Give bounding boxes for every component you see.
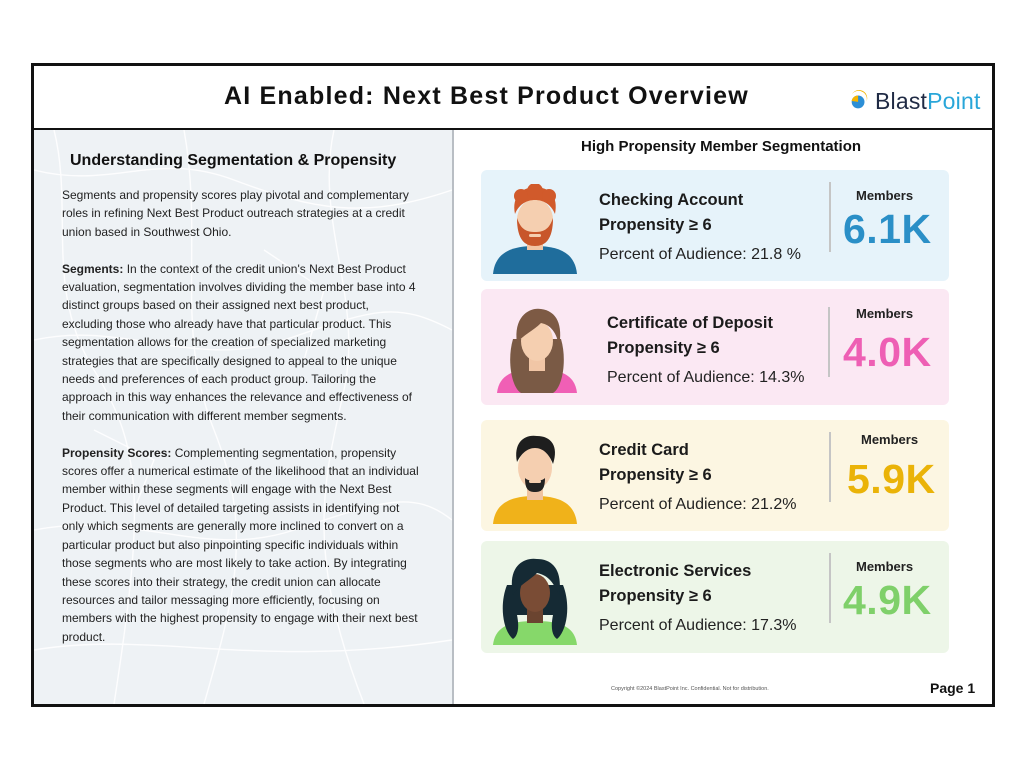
- members-label: Members: [856, 559, 914, 574]
- members-value: 4.9K: [843, 577, 932, 623]
- card-divider: [828, 307, 830, 377]
- report-frame: AI Enabled: Next Best Product Overview B…: [31, 63, 995, 707]
- explainer-heading: Understanding Segmentation & Propensity: [70, 152, 397, 169]
- map-background-pattern: [34, 130, 452, 704]
- card-divider: [829, 553, 831, 623]
- members-value: 4.0K: [843, 329, 932, 375]
- segment-percent: Percent of Audience: 17.3%: [599, 617, 797, 634]
- segment-propensity: Propensity ≥ 6: [599, 466, 712, 484]
- segment-propensity: Propensity ≥ 6: [607, 339, 720, 357]
- man-red-hair-beard-icon: [493, 184, 577, 274]
- segment-name: Credit Card: [599, 441, 689, 459]
- report-header: AI Enabled: Next Best Product Overview B…: [34, 66, 992, 130]
- members-label: Members: [861, 432, 919, 447]
- woman-curly-hair-icon: [493, 558, 577, 645]
- propensity-label: Propensity Scores:: [62, 445, 172, 460]
- members-label: Members: [856, 306, 914, 321]
- segments-paragraph: Segments: In the context of the credit u…: [62, 260, 422, 426]
- card-text: Certificate of Deposit Propensity ≥ 6 Pe…: [607, 311, 804, 393]
- card-text: Checking Account Propensity ≥ 6 Percent …: [599, 188, 801, 270]
- woman-long-hair-icon: [497, 308, 577, 393]
- segmentation-heading: High Propensity Member Segmentation: [581, 138, 862, 155]
- segment-card-certificate-of-deposit: Certificate of Deposit Propensity ≥ 6 Pe…: [481, 289, 949, 405]
- segment-percent: Percent of Audience: 21.2%: [599, 496, 797, 513]
- segment-percent: Percent of Audience: 21.8 %: [599, 246, 801, 263]
- card-divider: [829, 432, 831, 502]
- segment-propensity: Propensity ≥ 6: [599, 216, 712, 234]
- segmentation-explainer-panel: Understanding Segmentation & Propensity …: [34, 130, 454, 704]
- propensity-paragraph: Propensity Scores: Complementing segment…: [62, 444, 422, 646]
- page-number: Page 1: [930, 680, 976, 696]
- members-value: 6.1K: [843, 206, 932, 252]
- intro-paragraph: Segments and propensity scores play pivo…: [62, 188, 409, 239]
- members-label: Members: [856, 188, 914, 203]
- segmentation-cards-panel: High Propensity Member Segmentation Chec…: [454, 130, 992, 704]
- segment-card-credit-card: Credit Card Propensity ≥ 6 Percent of Au…: [481, 420, 949, 531]
- explainer-body: Segments and propensity scores play pivo…: [62, 186, 422, 665]
- blastpoint-logo: BlastPoint: [848, 86, 981, 116]
- card-divider: [829, 182, 831, 252]
- logo-wordmark: BlastPoint: [875, 87, 981, 114]
- card-text: Credit Card Propensity ≥ 6 Percent of Au…: [599, 438, 796, 520]
- segment-name: Checking Account: [599, 191, 744, 209]
- segment-name: Electronic Services: [599, 562, 752, 580]
- segment-percent: Percent of Audience: 14.3%: [607, 369, 805, 386]
- logo-mark-icon: [851, 90, 868, 109]
- propensity-text: Complementing segmentation, propensity s…: [62, 445, 419, 644]
- copyright-notice: Copyright ©2024 BlastPoint Inc. Confiden…: [611, 686, 769, 692]
- card-text: Electronic Services Propensity ≥ 6 Perce…: [599, 559, 796, 641]
- segment-name: Certificate of Deposit: [607, 314, 773, 332]
- segment-card-checking-account: Checking Account Propensity ≥ 6 Percent …: [481, 170, 949, 281]
- segments-text: In the context of the credit union's Nex…: [62, 261, 416, 423]
- segments-label: Segments:: [62, 261, 124, 276]
- segment-propensity: Propensity ≥ 6: [599, 587, 712, 605]
- segment-card-electronic-services: Electronic Services Propensity ≥ 6 Perce…: [481, 541, 949, 653]
- man-dark-hair-goatee-icon: [493, 435, 577, 524]
- members-value: 5.9K: [847, 456, 936, 502]
- page-title: AI Enabled: Next Best Product Overview: [224, 82, 749, 110]
